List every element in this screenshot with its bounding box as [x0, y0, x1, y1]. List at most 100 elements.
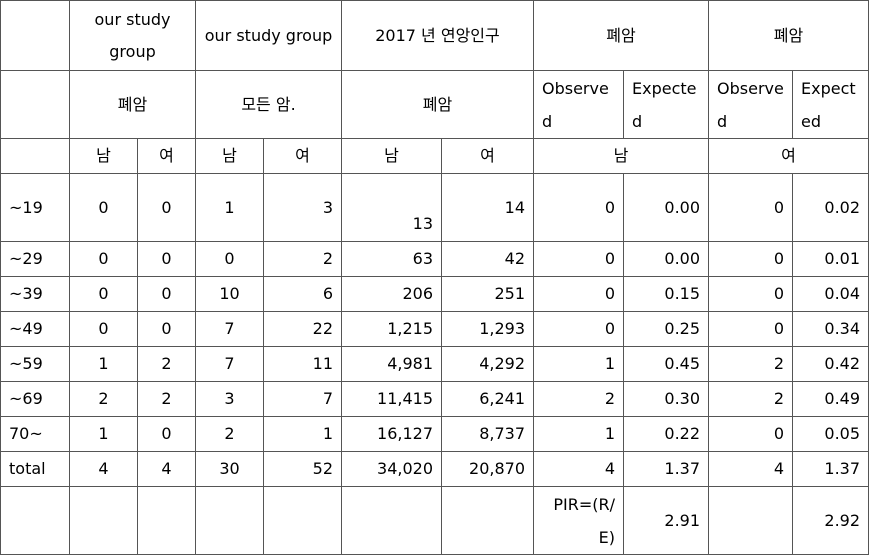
value-cell: 0.05 [792, 416, 870, 452]
value-cell: 1,215 [341, 311, 442, 347]
value-cell: 0.00 [622, 241, 710, 277]
value-cell: 2 [137, 381, 196, 417]
header-observed-female: Observed [708, 70, 794, 139]
header-2017-population: 2017 년 연앙인구 [341, 0, 534, 71]
age-group: ~39 [0, 276, 70, 312]
value-cell: 20,870 [441, 451, 534, 487]
age-group: ~29 [0, 241, 70, 277]
value-cell: 3 [195, 381, 264, 417]
table-row: ~59 1 2 7 11 4,981 4,292 1 0.45 2 0.42 [0, 346, 870, 382]
table-row: ~39 0 0 10 6 206 251 0 0.15 0 0.04 [0, 276, 870, 312]
value-cell: 0.49 [792, 381, 870, 417]
table-row: ~69 2 2 3 7 11,415 6,241 2 0.30 2 0.49 [0, 381, 870, 417]
sex-male: 남 [195, 138, 264, 174]
pir-row: PIR=(R/E) 2.91 2.92 [0, 486, 870, 555]
value-cell: 0 [533, 241, 624, 277]
value-cell: 4 [533, 451, 624, 487]
value-cell: 13 [341, 173, 442, 242]
value-cell: 7 [195, 346, 264, 382]
empty-cell [0, 486, 70, 555]
table-row: ~29 0 0 0 2 63 42 0 0.00 0 0.01 [0, 241, 870, 277]
value-cell: 0 [137, 416, 196, 452]
value-cell: 2 [533, 381, 624, 417]
value-cell: 0 [533, 276, 624, 312]
value-cell: 2 [708, 346, 794, 382]
value-cell: 11,415 [341, 381, 442, 417]
header-row-1: our study group our study group 2017 년 연… [0, 0, 870, 71]
header-our-study-group-all: our study group [195, 0, 342, 71]
table-row: 70~ 1 0 2 1 16,127 8,737 1 0.22 0 0.05 [0, 416, 870, 452]
empty-cell [441, 486, 534, 555]
value-cell: 6 [263, 276, 342, 312]
value-cell: 4 [137, 451, 196, 487]
value-cell: 2 [69, 381, 138, 417]
table-row: ~19 0 0 1 3 13 14 0 0.00 0 0.02 [0, 173, 870, 242]
value-cell: 0 [69, 276, 138, 312]
value-cell: 52 [263, 451, 342, 487]
value-cell: 7 [263, 381, 342, 417]
value-cell: 0.01 [792, 241, 870, 277]
value-cell: 1 [195, 173, 264, 242]
value-cell: 42 [441, 241, 534, 277]
value-cell: 8,737 [441, 416, 534, 452]
value-cell: 4 [708, 451, 794, 487]
value-cell: 10 [195, 276, 264, 312]
value-cell: 0 [137, 241, 196, 277]
value-cell: 30 [195, 451, 264, 487]
value-cell: 0 [708, 173, 794, 242]
empty-cell [0, 70, 70, 139]
value-cell: 0 [533, 173, 624, 242]
value-cell: 16,127 [341, 416, 442, 452]
sex-male: 남 [341, 138, 442, 174]
table-row: ~49 0 0 7 22 1,215 1,293 0 0.25 0 0.34 [0, 311, 870, 347]
corner-cell [0, 0, 70, 71]
sex-female: 여 [263, 138, 342, 174]
sex-male: 남 [532, 138, 710, 174]
value-cell: 34,020 [341, 451, 442, 487]
empty-cell [137, 486, 196, 555]
value-cell: 0 [137, 276, 196, 312]
value-cell: 251 [441, 276, 534, 312]
sex-female: 여 [137, 138, 196, 174]
value-cell: 0.42 [792, 346, 870, 382]
value-cell: 0 [69, 173, 138, 242]
value-cell: 0 [708, 276, 794, 312]
value-cell: 4 [69, 451, 138, 487]
value-cell: 1.37 [792, 451, 870, 487]
value-cell: 2 [137, 346, 196, 382]
header-observed-male: Observed [533, 70, 624, 139]
value-cell: 0.04 [792, 276, 870, 312]
sex-row: 남 여 남 여 남 여 남 여 [0, 138, 870, 174]
value-cell: 0 [708, 416, 794, 452]
header-population-lung: 폐암 [341, 70, 534, 139]
value-cell: 1.37 [622, 451, 710, 487]
value-cell: 3 [263, 173, 342, 242]
value-cell: 0.15 [622, 276, 710, 312]
empty-cell [708, 486, 794, 555]
value-cell: 2 [708, 381, 794, 417]
value-cell: 0.30 [622, 381, 710, 417]
value-cell: 0 [708, 241, 794, 277]
age-group: 70~ [0, 416, 70, 452]
header-all-cancer: 모든 암. [195, 70, 342, 139]
age-group: ~69 [0, 381, 70, 417]
value-cell: 2 [263, 241, 342, 277]
value-cell: 2 [195, 416, 264, 452]
total-label: total [0, 451, 70, 487]
value-cell: 0 [137, 311, 196, 347]
value-cell: 11 [263, 346, 342, 382]
value-cell: 1,293 [441, 311, 534, 347]
header-row-2: 폐암 모든 암. 폐암 Observed Expected Observed E… [0, 70, 870, 139]
value-cell: 1 [263, 416, 342, 452]
header-lung-cancer-female: 폐암 [708, 0, 870, 71]
value-cell: 0 [533, 311, 624, 347]
value-cell: 63 [341, 241, 442, 277]
total-row: total 4 4 30 52 34,020 20,870 4 1.37 4 1… [0, 451, 870, 487]
empty-cell [341, 486, 442, 555]
empty-cell [69, 486, 138, 555]
header-lung-cancer: 폐암 [69, 70, 196, 139]
value-cell: 1 [533, 346, 624, 382]
age-group: ~59 [0, 346, 70, 382]
empty-cell [263, 486, 342, 555]
value-cell: 0.45 [622, 346, 710, 382]
